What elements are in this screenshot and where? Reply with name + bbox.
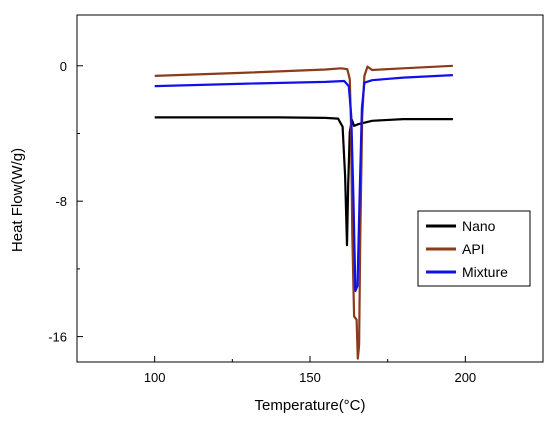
y-tick-label: -8 [55, 194, 67, 209]
y-axis-ticks: -16 -8 0 [48, 59, 83, 345]
series-line-nano [154, 116, 453, 247]
series-line-api [154, 64, 453, 360]
series-line-mixture [154, 74, 453, 292]
x-tick-label: 100 [144, 370, 166, 385]
x-axis-ticks: 100 150 200 [144, 356, 544, 385]
legend-label-nano: Nano [462, 218, 496, 234]
x-axis-label: Temperature(°C) [254, 397, 365, 414]
x-tick-label: 200 [454, 370, 476, 385]
legend-label-api: API [462, 241, 485, 257]
y-axis-label: Heat Flow(W/g) [9, 148, 26, 252]
y-tick-label: 0 [60, 59, 67, 74]
legend: Nano API Mixture [417, 210, 531, 287]
x-tick-label: 150 [299, 370, 321, 385]
series-layer [154, 64, 453, 360]
plot-frame [76, 14, 544, 363]
legend-label-mixture: Mixture [462, 264, 508, 280]
legend-entries: Nano API Mixture [426, 218, 508, 280]
y-tick-label: -16 [48, 330, 67, 345]
